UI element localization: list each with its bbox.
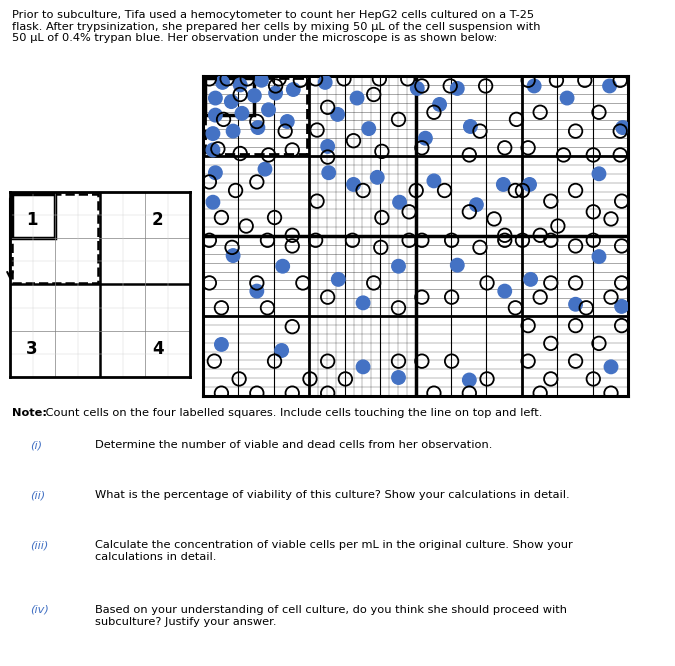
Text: 2: 2 bbox=[152, 210, 163, 228]
Circle shape bbox=[254, 73, 268, 87]
Circle shape bbox=[281, 115, 294, 129]
Text: Count cells on the four labelled squares. Include cells touching the line on top: Count cells on the four labelled squares… bbox=[42, 408, 543, 418]
Circle shape bbox=[356, 360, 370, 374]
Circle shape bbox=[498, 284, 512, 298]
Circle shape bbox=[371, 170, 384, 184]
Bar bbox=[11, 194, 98, 282]
Circle shape bbox=[250, 284, 263, 298]
Circle shape bbox=[234, 78, 247, 92]
Circle shape bbox=[470, 198, 483, 212]
Circle shape bbox=[347, 178, 360, 191]
Circle shape bbox=[427, 174, 441, 188]
Text: Calculate the concentration of viable cells per mL in the original culture. Show: Calculate the concentration of viable ce… bbox=[95, 540, 573, 561]
Text: Prior to subculture, Tifa used a hemocytometer to count her HepG2 cells cultured: Prior to subculture, Tifa used a hemocyt… bbox=[12, 10, 541, 43]
Circle shape bbox=[216, 76, 230, 89]
Circle shape bbox=[321, 140, 334, 153]
Text: 1: 1 bbox=[26, 210, 37, 228]
Circle shape bbox=[464, 120, 477, 133]
Circle shape bbox=[262, 103, 275, 117]
Text: (iii): (iii) bbox=[30, 540, 49, 550]
Text: (ii): (ii) bbox=[30, 490, 45, 500]
Circle shape bbox=[462, 373, 476, 387]
Circle shape bbox=[206, 127, 219, 141]
Circle shape bbox=[615, 300, 628, 313]
Circle shape bbox=[418, 131, 432, 145]
Bar bbox=[205, 78, 308, 155]
Circle shape bbox=[356, 296, 370, 310]
Circle shape bbox=[275, 344, 288, 357]
Text: 4: 4 bbox=[152, 340, 163, 358]
Circle shape bbox=[209, 91, 222, 105]
Circle shape bbox=[331, 272, 345, 286]
Circle shape bbox=[392, 260, 405, 273]
Text: 3: 3 bbox=[26, 340, 37, 358]
Text: (i): (i) bbox=[30, 440, 42, 450]
Bar bbox=[11, 194, 55, 238]
Circle shape bbox=[603, 79, 616, 93]
Circle shape bbox=[450, 258, 464, 272]
Circle shape bbox=[433, 98, 446, 111]
Text: Determine the number of viable and dead cells from her observation.: Determine the number of viable and dead … bbox=[95, 440, 492, 450]
Circle shape bbox=[287, 83, 300, 97]
Circle shape bbox=[604, 360, 618, 374]
Circle shape bbox=[362, 122, 375, 135]
Circle shape bbox=[410, 82, 424, 95]
Circle shape bbox=[226, 249, 240, 262]
Circle shape bbox=[235, 107, 248, 120]
Bar bbox=[205, 78, 254, 115]
Circle shape bbox=[259, 163, 272, 176]
Circle shape bbox=[322, 166, 335, 179]
Circle shape bbox=[497, 178, 510, 191]
Circle shape bbox=[450, 82, 464, 95]
Circle shape bbox=[592, 167, 605, 180]
Circle shape bbox=[392, 371, 405, 384]
Circle shape bbox=[350, 91, 364, 105]
Circle shape bbox=[251, 121, 265, 135]
Circle shape bbox=[319, 76, 332, 89]
Circle shape bbox=[393, 195, 406, 209]
Circle shape bbox=[206, 143, 219, 157]
Text: Note:: Note: bbox=[12, 408, 47, 418]
Circle shape bbox=[524, 272, 537, 286]
Circle shape bbox=[569, 298, 583, 311]
Circle shape bbox=[209, 166, 222, 179]
Circle shape bbox=[248, 89, 261, 103]
Circle shape bbox=[209, 109, 222, 122]
Circle shape bbox=[269, 87, 282, 100]
Circle shape bbox=[523, 178, 536, 191]
Circle shape bbox=[560, 91, 574, 105]
Circle shape bbox=[527, 79, 541, 93]
Circle shape bbox=[616, 121, 629, 135]
Circle shape bbox=[225, 95, 238, 109]
Text: (iv): (iv) bbox=[30, 605, 49, 615]
Circle shape bbox=[276, 260, 290, 273]
Circle shape bbox=[215, 338, 228, 351]
Circle shape bbox=[226, 125, 240, 138]
Circle shape bbox=[592, 250, 605, 263]
Text: Based on your understanding of cell culture, do you think she should proceed wit: Based on your understanding of cell cult… bbox=[95, 605, 567, 627]
Circle shape bbox=[331, 108, 344, 121]
Circle shape bbox=[206, 195, 219, 209]
Text: What is the percentage of viability of this culture? Show your calculations in d: What is the percentage of viability of t… bbox=[95, 490, 570, 500]
